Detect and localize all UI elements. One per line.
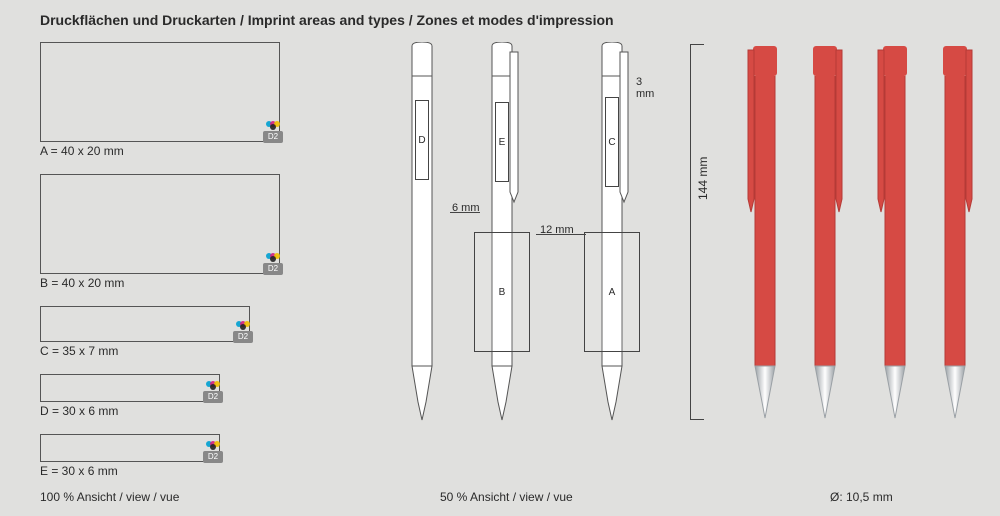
imprint-area-label: B = 40 x 20 mm: [40, 276, 330, 290]
imprint-areas: D2 A = 40 x 20 mm D2 B = 40 x 20 mm D2 C…: [40, 42, 330, 494]
annotation-box-B: B: [474, 232, 530, 352]
imprint-area-C: D2 C = 35 x 7 mm: [40, 306, 330, 358]
dimension-label: 3 mm: [636, 76, 660, 100]
annotation-box-D: D: [415, 100, 429, 180]
tech-pen-0: [400, 42, 444, 422]
annotation-box-A: A: [584, 232, 640, 352]
imprint-area-D: D2 D = 30 x 6 mm: [40, 374, 330, 418]
annotation-box-C: C: [605, 97, 619, 187]
imprint-area-label: C = 35 x 7 mm: [40, 344, 330, 358]
imprint-area-A: D2 A = 40 x 20 mm: [40, 42, 330, 158]
cmyk-badge-icon: D2: [233, 321, 255, 343]
diameter-label: Ø: 10,5 mm: [830, 490, 893, 504]
cmyk-badge-icon: D2: [263, 121, 285, 143]
height-label: 144 mm: [696, 157, 710, 200]
imprint-area-E: D2 E = 30 x 6 mm: [40, 434, 330, 478]
product-pen-2: [870, 44, 920, 420]
product-pen-1: [800, 44, 850, 420]
height-bracket: [690, 44, 704, 420]
imprint-area-label: A = 40 x 20 mm: [40, 144, 330, 158]
imprint-area-label: E = 30 x 6 mm: [40, 464, 330, 478]
caption-middle: 50 % Ansicht / view / vue: [440, 490, 573, 504]
cmyk-badge-icon: D2: [203, 381, 225, 403]
caption-left: 100 % Ansicht / view / vue: [40, 490, 179, 504]
tech-drawing: DECBA3 mm6 mm12 mm: [400, 42, 660, 472]
cmyk-badge-icon: D2: [263, 253, 285, 275]
imprint-area-B: D2 B = 40 x 20 mm: [40, 174, 330, 290]
cmyk-badge-icon: D2: [203, 441, 225, 463]
imprint-area-label: D = 30 x 6 mm: [40, 404, 330, 418]
annotation-box-E: E: [495, 102, 509, 182]
product-pen-3: [930, 44, 980, 420]
page-title: Druckflächen und Druckarten / Imprint ar…: [40, 12, 614, 28]
product-pen-0: [740, 44, 790, 420]
